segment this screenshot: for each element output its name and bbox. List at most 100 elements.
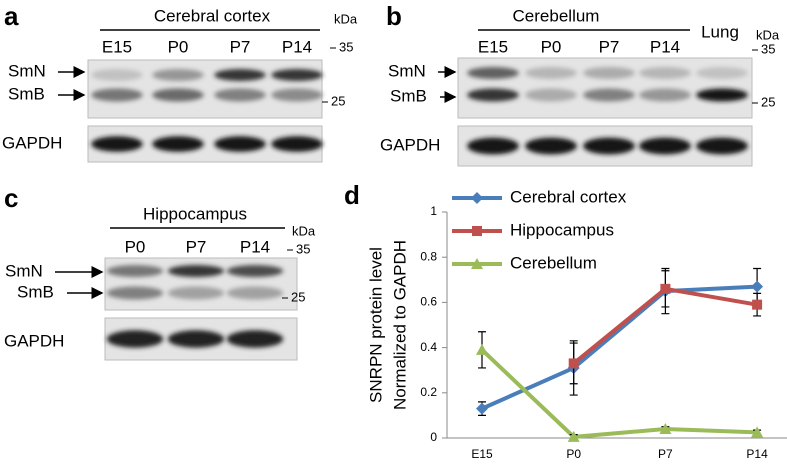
blot-band — [583, 67, 635, 79]
blot-band — [696, 137, 748, 155]
blot-band — [639, 88, 691, 102]
x-tick-label: P0 — [566, 447, 581, 461]
x-tick-label: E15 — [471, 447, 493, 461]
blot-band — [467, 88, 519, 102]
kda-label: kDa — [756, 27, 780, 42]
y-tick-label: 0 — [430, 430, 437, 444]
point — [476, 343, 488, 355]
point — [567, 430, 580, 442]
blot-band — [167, 330, 225, 348]
y-tick-label: 0.4 — [420, 340, 437, 354]
blot-band — [106, 330, 164, 348]
y-tick-label: 0.8 — [420, 249, 437, 263]
marker-label: 25 — [761, 94, 775, 109]
band-label: SmN — [5, 261, 43, 280]
point — [476, 402, 488, 415]
blot-band — [525, 88, 577, 102]
blot-band — [226, 330, 284, 348]
legend-marker — [471, 192, 483, 204]
blot-band — [525, 67, 577, 79]
point — [660, 283, 671, 294]
blot-membrane — [457, 57, 753, 119]
blot-band — [214, 69, 266, 81]
blot-band — [152, 69, 204, 81]
lane-label: E15 — [478, 37, 508, 56]
y-axis-label: SNRPN protein level — [366, 247, 385, 403]
marker-label: 35 — [339, 39, 353, 54]
blot-title: Cerebral cortex — [154, 6, 271, 25]
blot-band — [467, 137, 519, 155]
lane-label: P7 — [186, 237, 207, 256]
loading-label: GAPDH — [2, 133, 62, 152]
band-label: SmB — [17, 282, 54, 301]
blot-title: Cerebellum — [513, 6, 600, 25]
point — [751, 426, 764, 438]
y-tick-label: 0.6 — [420, 295, 437, 309]
legend-marker — [472, 226, 482, 236]
blot-band — [226, 286, 284, 300]
blot-band — [167, 265, 225, 277]
blot-band — [271, 69, 323, 81]
blot-band — [91, 136, 143, 152]
blot-title: Hippocampus — [143, 204, 247, 223]
point — [752, 299, 763, 310]
blot-band — [467, 67, 519, 79]
panel-letter: d — [344, 180, 360, 210]
blot-band — [583, 137, 635, 155]
blot-band — [271, 136, 323, 152]
blot-band — [583, 88, 635, 102]
band-label: SmN — [8, 61, 46, 80]
kda-label: kDa — [334, 11, 358, 26]
blot-band — [91, 69, 143, 81]
blot-band — [696, 88, 748, 102]
point — [751, 280, 764, 293]
blot-band — [214, 88, 266, 102]
band-label: SmB — [390, 86, 427, 105]
marker-label: 35 — [296, 241, 310, 256]
lane-label: P7 — [230, 37, 251, 56]
blot-band — [106, 286, 164, 300]
series-line — [480, 348, 758, 439]
blot-band — [106, 265, 164, 277]
blot-band — [91, 88, 143, 102]
legend-label: Cerebellum — [510, 253, 597, 272]
loading-label: GAPDH — [4, 331, 64, 350]
blot-band — [696, 67, 748, 79]
marker-label: 35 — [761, 41, 775, 56]
lane-label: E15 — [102, 37, 132, 56]
blot-band — [639, 67, 691, 79]
panel-letter: a — [4, 1, 19, 31]
point — [659, 422, 672, 434]
band-label: SmN — [388, 61, 426, 80]
blot-band — [639, 137, 691, 155]
series-line — [481, 284, 758, 411]
y-tick-label: 1 — [430, 204, 437, 218]
lane-label: P0 — [168, 37, 189, 56]
panel-letter: c — [4, 183, 18, 213]
legend-marker — [471, 258, 483, 269]
marker-label: 25 — [331, 93, 345, 108]
blot-band — [271, 88, 323, 102]
blot-band — [226, 265, 284, 277]
lane-label: P0 — [541, 37, 562, 56]
lane-label: P0 — [125, 237, 146, 256]
legend-label: Cerebral cortex — [510, 187, 627, 206]
kda-label: kDa — [292, 223, 316, 238]
x-tick-label: P14 — [746, 447, 768, 461]
lane-label: P14 — [240, 237, 270, 256]
lane-label: Lung — [701, 22, 739, 41]
blot-band — [152, 88, 204, 102]
point — [568, 358, 579, 369]
blot-band — [525, 137, 577, 155]
x-tick-label: P7 — [658, 447, 673, 461]
blot-band — [167, 286, 225, 300]
legend-label: Hippocampus — [510, 220, 614, 239]
y-tick-label: 0.2 — [420, 385, 437, 399]
band-label: SmB — [8, 84, 45, 103]
y-axis-label: Normalized to GAPDH — [390, 240, 409, 410]
marker-label: 25 — [291, 289, 305, 304]
lane-label: P7 — [599, 37, 620, 56]
panel-letter: b — [386, 1, 402, 31]
lane-label: P14 — [650, 37, 680, 56]
